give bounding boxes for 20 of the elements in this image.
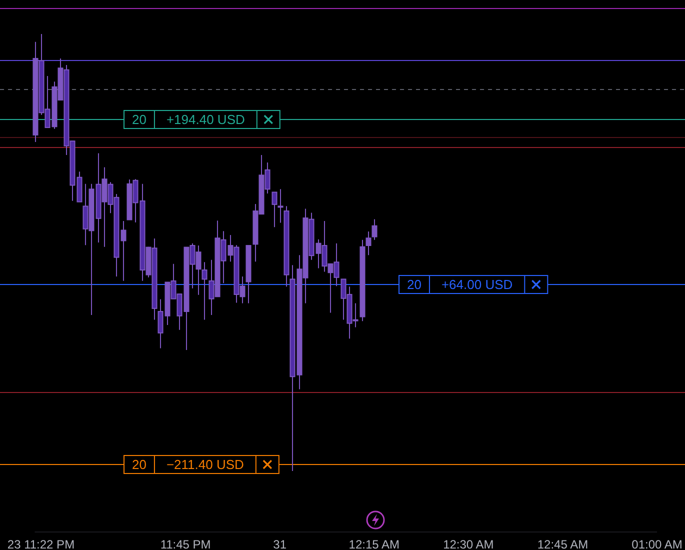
annotation: 20 <box>132 112 146 127</box>
candlestick <box>360 239 366 322</box>
x-tick-label: 31 <box>273 538 287 550</box>
x-tick-label: 23 11:22 PM <box>7 538 75 550</box>
candlestick <box>246 245 252 304</box>
ref-line-label: +64.00 USD <box>441 277 513 292</box>
x-tick-label: 12:15 AM <box>348 538 400 550</box>
candlestick <box>278 188 284 224</box>
annotation: 20 <box>132 457 146 472</box>
x-tick-label: 12:30 AM <box>443 538 494 550</box>
candlestick <box>284 206 290 288</box>
ref-line-label: +194.40 USD <box>166 112 245 127</box>
candlestick <box>366 231 372 256</box>
x-tick-label: 01:00 AM <box>632 538 682 550</box>
x-tick-label: 11:45 PM <box>160 538 211 550</box>
ref-line-label: −211.40 USD <box>166 457 244 472</box>
candlestick <box>272 192 278 228</box>
annotation: 20 <box>407 277 422 292</box>
candlestick <box>202 262 208 320</box>
x-tick-label: 12:45 AM <box>537 538 588 550</box>
